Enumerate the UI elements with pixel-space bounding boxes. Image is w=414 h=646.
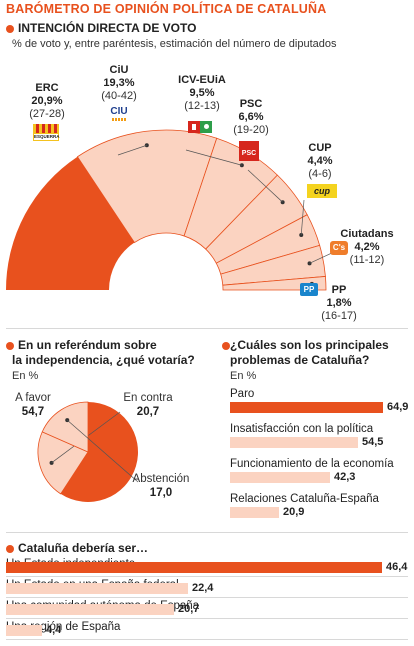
party-name: ICV-EUiA bbox=[178, 74, 226, 86]
problems-unit: En % bbox=[230, 370, 257, 382]
bar-value-label: 46,4 bbox=[386, 561, 408, 573]
pie-slice-1 bbox=[37, 431, 89, 495]
party-name: ERC bbox=[35, 82, 59, 94]
bar bbox=[6, 583, 188, 594]
party-seats: (27-28) bbox=[29, 108, 65, 120]
party-name: Ciutadans bbox=[340, 228, 394, 240]
party-seats: (12-13) bbox=[184, 100, 220, 112]
party-value: 20,9% bbox=[31, 95, 63, 107]
divider bbox=[6, 639, 408, 640]
party-name: CiU bbox=[109, 64, 129, 76]
party-seats: (40-42) bbox=[101, 90, 137, 102]
ref-name: Abstención bbox=[132, 473, 190, 485]
party-value: 1,8% bbox=[326, 297, 352, 309]
bar-category-label: Relaciones Cataluña-España bbox=[230, 493, 379, 505]
party-value: 6,6% bbox=[238, 111, 264, 123]
divider bbox=[6, 328, 408, 329]
psc-logo-icon: PSC bbox=[239, 141, 259, 161]
party-value: 4,2% bbox=[354, 241, 380, 253]
party-label-icv: ICV-EUiA 9,5% (12-13) bbox=[166, 74, 238, 113]
party-label-erc: ERC 20,9% (27-28) bbox=[22, 82, 72, 121]
leader-line bbox=[117, 144, 147, 156]
erc-logo-icon: ESQUERRA bbox=[33, 124, 60, 141]
bar-value-label: 20,7 bbox=[178, 603, 200, 615]
bar bbox=[6, 604, 174, 615]
party-value: 4,4% bbox=[307, 155, 333, 167]
cup-logo-icon: cup bbox=[307, 184, 337, 198]
bar bbox=[6, 562, 382, 573]
bar bbox=[230, 437, 358, 448]
party-name: PP bbox=[331, 284, 347, 296]
donut-slice-erc bbox=[6, 156, 135, 290]
party-label-pp: PP 1,8% (16-17) bbox=[318, 284, 360, 323]
leader-line bbox=[247, 169, 283, 203]
page-title: BARÓMETRO DE OPINIÓN POLÍTICA DE CATALUÑ… bbox=[6, 2, 327, 16]
ref-name: A favor bbox=[15, 392, 51, 404]
ref-value: 20,7 bbox=[136, 406, 160, 418]
section-bullet bbox=[6, 342, 14, 350]
referendum-unit: En % bbox=[12, 370, 39, 382]
pp-logo-icon: PP bbox=[300, 283, 318, 296]
leader-line bbox=[185, 149, 242, 166]
bar bbox=[230, 507, 279, 518]
ciu-logo-icon: CIU bbox=[107, 106, 131, 123]
section-bullet bbox=[222, 342, 230, 350]
leader-line bbox=[309, 251, 335, 264]
party-value: 19,3% bbox=[103, 77, 135, 89]
divider bbox=[6, 618, 408, 619]
bar bbox=[230, 402, 383, 413]
party-seats: (16-17) bbox=[321, 310, 357, 322]
ciutadans-logo-icon: C's bbox=[330, 241, 348, 255]
bar bbox=[230, 472, 330, 483]
leader-line bbox=[67, 419, 139, 483]
bar-category-label: Paro bbox=[230, 388, 255, 400]
party-name: CUP bbox=[308, 142, 332, 154]
divider bbox=[6, 532, 408, 533]
section-bullet bbox=[6, 545, 14, 553]
pie-slice-0 bbox=[60, 402, 138, 502]
vote-section-title: INTENCIÓN DIRECTA DE VOTO bbox=[18, 21, 197, 35]
divider bbox=[6, 597, 408, 598]
referendum-title: En un referéndum sobre la independencia,… bbox=[12, 338, 195, 367]
bar-value-label: 42,3 bbox=[334, 471, 356, 483]
divider bbox=[6, 576, 408, 577]
party-label-ciutadans: Ciutadans 4,2% (11-12) bbox=[330, 228, 404, 267]
bar-value-label: 20,9 bbox=[283, 506, 305, 518]
section-bullet bbox=[6, 25, 14, 33]
party-label-cup: CUP 4,4% (4-6) bbox=[300, 142, 340, 181]
vote-section-subtitle: % de voto y, entre paréntesis, estimació… bbox=[12, 38, 337, 50]
ref-name: En contra bbox=[123, 392, 173, 404]
bar-value-label: 64,9 bbox=[387, 401, 409, 413]
bar-value-label: 54,5 bbox=[362, 436, 384, 448]
ref-value: 54,7 bbox=[21, 406, 45, 418]
status-title: Cataluña debería ser… bbox=[18, 541, 149, 555]
ref-label-contra: En contra 20,7 bbox=[118, 391, 178, 419]
ref-value: 17,0 bbox=[149, 487, 173, 499]
party-label-psc: PSC 6,6% (19-20) bbox=[228, 98, 274, 137]
pie-slice-2 bbox=[41, 401, 89, 453]
party-value: 9,5% bbox=[189, 87, 215, 99]
ref-label-abstencion: Abstención 17,0 bbox=[128, 472, 194, 500]
bar-value-label: 22,4 bbox=[192, 582, 214, 594]
leader-line bbox=[300, 199, 305, 236]
bar bbox=[6, 625, 42, 636]
party-label-ciu: CiU 19,3% (40-42) bbox=[94, 64, 144, 103]
problems-title: ¿Cuáles son los principales problemas de… bbox=[230, 338, 389, 367]
party-seats: (19-20) bbox=[233, 124, 269, 136]
donut-slice-ciu bbox=[76, 129, 218, 244]
party-seats: (4-6) bbox=[308, 168, 332, 180]
icv-logo-icon bbox=[188, 121, 212, 133]
bar-category-label: Insatisfacción con la política bbox=[230, 423, 374, 435]
party-seats: (11-12) bbox=[349, 254, 385, 266]
ref-label-favor: A favor 54,7 bbox=[8, 391, 58, 419]
bar-value-label: 4,4 bbox=[46, 624, 62, 636]
party-name: PSC bbox=[239, 98, 263, 110]
bar-category-label: Funcionamiento de la economía bbox=[230, 458, 394, 470]
